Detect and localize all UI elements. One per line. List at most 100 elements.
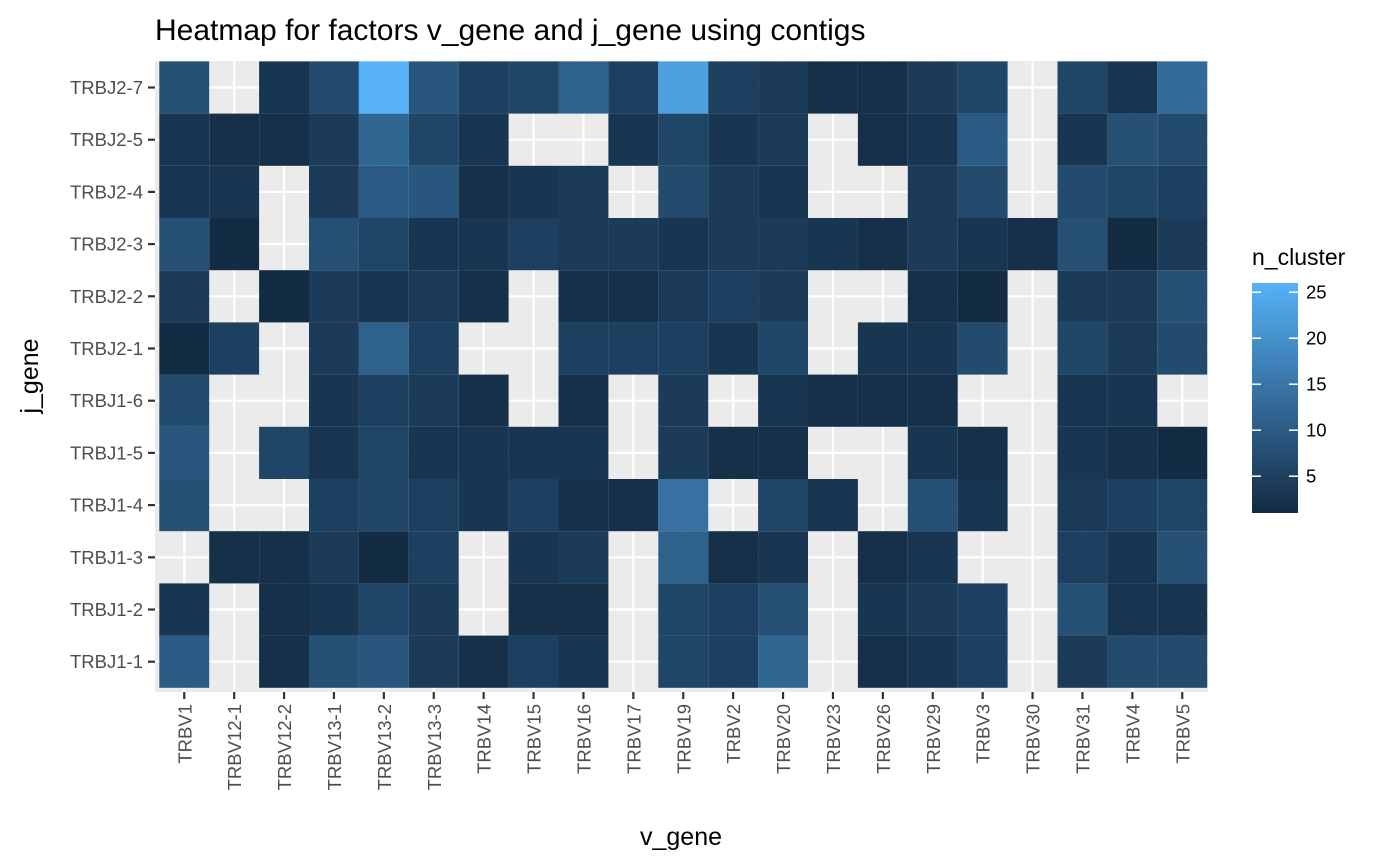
heatmap-cell [408,270,459,323]
heatmap-cell [259,270,309,323]
heatmap-cell [907,374,958,427]
heatmap-cell [259,531,309,584]
heatmap-cell [1107,531,1158,584]
x-tick-label: TRBV31 [1072,704,1093,774]
heatmap-cell [508,61,559,114]
colorbar-tick-label: 10 [1306,420,1327,441]
heatmap-cell [907,635,958,688]
heatmap-cell [1107,218,1158,271]
heatmap-cell [658,61,709,114]
heatmap-cell [907,218,958,271]
heatmap-cell [309,61,359,114]
x-tick-label: TRBV20 [773,704,794,774]
heatmap-cell [159,426,210,479]
heatmap-cell [309,270,359,323]
heatmap-cell [658,635,709,688]
heatmap-cell [1157,583,1208,636]
heatmap-cell [309,479,359,532]
heatmap-cell [708,270,759,323]
heatmap-cell [658,322,709,375]
heatmap-cell [1157,61,1208,114]
heatmap-cell [159,218,210,271]
y-tick-label: TRBJ2-1 [70,338,143,359]
heatmap-cell [508,165,559,218]
heatmap-cell [957,426,1008,479]
heatmap-cell [408,165,459,218]
y-tick-label: TRBJ1-6 [70,390,143,411]
heatmap-cell [808,479,858,532]
heatmap-cell [408,61,459,114]
heatmap-cell [658,218,709,271]
chart-title: Heatmap for factors v_gene and j_gene us… [155,14,865,47]
heatmap-cell [758,270,808,323]
heatmap-cell [857,113,908,166]
heatmap-cell [957,61,1008,114]
heatmap-cell [658,165,709,218]
heatmap-cell [309,113,359,166]
heatmap-cell [758,426,808,479]
heatmap-cell [408,583,459,636]
y-tick-label: TRBJ2-7 [70,77,143,98]
heatmap-cell [758,322,808,375]
heatmap-cell [159,583,210,636]
x-tick-label: TRBV4 [1122,704,1143,764]
heatmap-cell [957,479,1008,532]
heatmap-cell [907,583,958,636]
heatmap-cell [259,583,309,636]
heatmap-cell [758,61,808,114]
y-tick-label: TRBJ1-3 [70,547,143,568]
heatmap-cell [907,270,958,323]
colorbar [1252,283,1298,513]
heatmap-cell [259,61,309,114]
heatmap-cell [1107,322,1158,375]
colorbar-ticks: 5 10 15 20 25 [1252,282,1327,487]
heatmap-cell [458,635,509,688]
colorbar-tick-label: 25 [1306,282,1327,303]
heatmap-cell [159,479,210,532]
heatmap-cell [159,270,210,323]
heatmap-cell [857,218,908,271]
y-tick-label: TRBJ2-3 [70,234,143,255]
heatmap-cell [558,583,609,636]
y-tick-label: TRBJ1-4 [70,495,143,516]
heatmap-cell [708,426,759,479]
heatmap-cell [1057,374,1108,427]
heatmap-cell [1057,583,1108,636]
heatmap-cell [1107,374,1158,427]
heatmap-cell [957,635,1008,688]
x-tick-label: TRBV13-1 [324,704,345,790]
heatmap-cell [508,479,559,532]
heatmap-cell [458,113,509,166]
heatmap-cell [159,374,210,427]
heatmap-cell [708,531,759,584]
heatmap-cell [1157,113,1208,166]
heatmap-cell [608,61,659,114]
heatmap-cell [758,583,808,636]
heatmap-cell [1057,218,1108,271]
heatmap-cell [209,218,260,271]
legend-title: n_cluster [1252,244,1346,270]
x-axis: TRBV1 TRBV12-1 TRBV12-2 TRBV13-1 TRBV13-2 TRB… [174,692,1193,790]
heatmap-cell [708,583,759,636]
heatmap-cell [159,322,210,375]
heatmap-cell [658,426,709,479]
heatmap-cell [857,322,908,375]
colorbar-tick-label: 15 [1306,374,1327,395]
heatmap-cell [1057,635,1108,688]
heatmap-cell [857,374,908,427]
heatmap-cell [1107,165,1158,218]
heatmap-cell [1107,426,1158,479]
heatmap-cell [558,635,609,688]
heatmap-cell [209,165,260,218]
heatmap-cell [159,61,210,114]
heatmap-cell [558,270,609,323]
heatmap-cell [708,113,759,166]
heatmap-cell [508,218,559,271]
x-tick-label: TRBV12-1 [224,704,245,790]
heatmap-cell [309,583,359,636]
heatmap-cell [358,583,409,636]
x-tick-label: TRBV15 [524,704,545,774]
heatmap-cell [608,113,659,166]
heatmap-cell [1157,426,1208,479]
heatmap-cell [1057,531,1108,584]
